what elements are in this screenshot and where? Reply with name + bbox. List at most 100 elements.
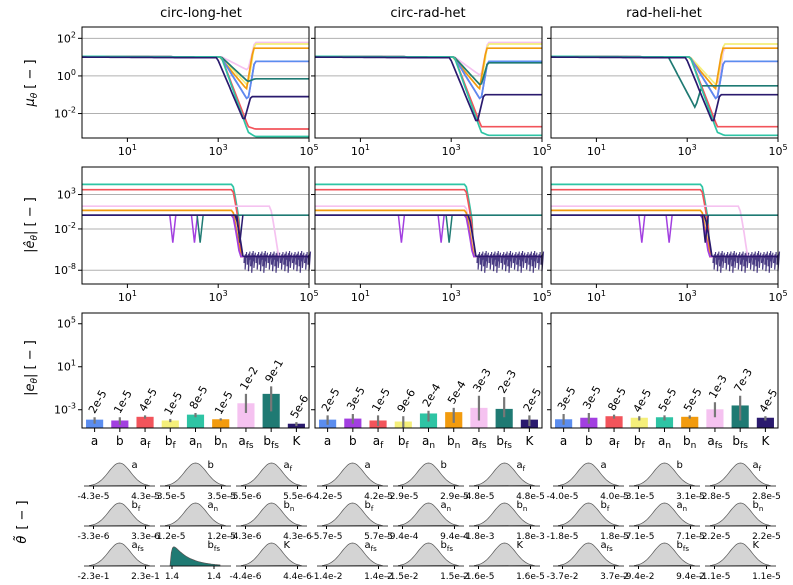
- ehat-2-xtick-label-2: 105: [532, 289, 551, 304]
- density-lo-label-a_fs: -1.4e-2: [310, 572, 342, 582]
- density-lo-label-b_n: -1.8e-3: [462, 532, 494, 542]
- bar-category-label-b: b: [116, 434, 124, 448]
- density-cell-a_n: an -9.4e-4 9.4e-4: [386, 500, 469, 542]
- density-cell-b_f: bf -1.8e-5 1.8e-5: [546, 500, 628, 542]
- density-param-label-K: K: [517, 540, 524, 551]
- density-param-label-b: b: [441, 460, 447, 471]
- density-param-label-b_f: bf: [365, 500, 374, 513]
- ehat-spike-b-0: [397, 215, 406, 243]
- density-lo-label-a: -4.2e-5: [310, 492, 342, 502]
- density-curve-b_fs: [169, 546, 221, 567]
- density-param-label-b_fs: bfs: [677, 540, 690, 553]
- ehat-1-ytick-label-2: 10-8: [54, 262, 76, 277]
- theta-tilde-label: θ̃[ − ]: [14, 500, 30, 543]
- density-hi-label-a_fs: 1.4e-2: [364, 572, 393, 582]
- density-curve-b_fs: [634, 542, 695, 567]
- bar-category-label-b_fs: bfs: [732, 434, 748, 451]
- mu-3-frame: [550, 26, 779, 139]
- density-hi-label-a_f: 5.5e-6: [283, 492, 312, 502]
- density-curve-a: [89, 462, 150, 487]
- density-lo-label-a_f: -4.8e-5: [462, 492, 494, 502]
- bar-a_n: [655, 417, 674, 428]
- density-curve-a: [322, 462, 383, 487]
- density-hi-label-a: 4.2e-5: [364, 492, 393, 502]
- density-lo-label-a: -4.3e-5: [77, 492, 109, 502]
- density-param-label-K: K: [753, 540, 760, 551]
- bar-category-label-b_f: bf: [165, 434, 177, 451]
- density-cell-a_fs: afs -1.4e-2 1.4e-2: [310, 540, 392, 582]
- ehat-spike-K-0: [236, 215, 244, 243]
- bar-category-label-b_f: bf: [634, 434, 646, 451]
- density-hi-label-K: 1.6e-5: [516, 572, 545, 582]
- ehat-line-K: [315, 214, 542, 258]
- density-curve-b_n: [241, 502, 302, 527]
- ehat-spike-b-0: [169, 215, 177, 243]
- density-curve-K: [474, 542, 535, 567]
- bar-b_n: [212, 419, 230, 428]
- ehat-2-frame: [314, 166, 543, 285]
- density-lo-label-b_n: -4.3e-6: [229, 532, 261, 542]
- density-lo-label-K: -1.1e-5: [698, 572, 730, 582]
- density-cell-b_fs: bfs 1.4 1.4: [160, 540, 231, 582]
- density-curve-a_fs: [322, 542, 383, 567]
- mu-theta-row: 102 100 10-2 101 103 105 101 103 105 101 103 105: [54, 26, 788, 158]
- density-hi-label-a: 4.3e-5: [131, 492, 160, 502]
- density-hi-label-b: 3.1e-5: [676, 492, 705, 502]
- density-curve-a_fs: [89, 542, 150, 567]
- density-hi-label-b_f: 3.3e-6: [131, 532, 160, 542]
- ehat-1-ytick-label-1: 10-2: [54, 221, 76, 236]
- density-hi-label-b_fs: 9.4e-2: [676, 572, 705, 582]
- bar-category-label-a: a: [91, 434, 98, 448]
- density-hi-label-b: 2.9e-5: [440, 492, 469, 502]
- density-hi-label-b_n: 1.8e-3: [516, 532, 545, 542]
- density-param-label-b_n: bn: [284, 500, 295, 513]
- density-hi-label-b_fs: 1.4: [207, 572, 222, 582]
- ehat-panel-3: 101 103 105: [547, 166, 788, 304]
- density-cell-a_fs: afs -3.7e-2 3.7e-2: [546, 540, 628, 582]
- density-curve-a_n: [634, 502, 695, 527]
- density-cell-a: a -4.3e-5 4.3e-5: [77, 460, 159, 502]
- density-cell-b_f: bf -3.3e-6 3.3e-6: [77, 500, 160, 542]
- density-param-label-b_f: bf: [601, 500, 610, 513]
- bar-category-label-a: a: [324, 434, 331, 448]
- density-param-label-a_fs: afs: [601, 540, 614, 553]
- density-lo-label-b: -3.1e-5: [622, 492, 654, 502]
- density-cell-a_n: an -7.1e-5 7.1e-5: [622, 500, 704, 542]
- ehat-1-ytick-label-0: 103: [57, 187, 76, 202]
- density-curve-a_fs: [558, 542, 619, 567]
- bar-a_fs: [237, 403, 255, 428]
- bar-b_f: [630, 417, 648, 428]
- density-param-label-a_n: an: [677, 500, 688, 513]
- density-param-label-a_f: af: [753, 460, 762, 473]
- mu-panel-3: 101 103 105: [547, 26, 788, 158]
- column-title-2: circ-rad-het: [390, 6, 465, 21]
- ehat-1-xtick-label-1: 103: [209, 289, 228, 304]
- mu-2-xtick-label-1: 103: [442, 143, 461, 158]
- density-cell-a_n: an -1.2e-5 1.2e-5: [153, 500, 235, 542]
- density-cell-K: K -1.6e-5 1.6e-5: [462, 540, 544, 582]
- ehat-3-frame: [550, 166, 779, 285]
- density-lo-label-b_f: -1.8e-5: [546, 532, 578, 542]
- bar-category-label-a_n: an: [422, 434, 435, 451]
- density-hi-label-a_fs: 2.3e-1: [131, 572, 160, 582]
- ehat-2-xtick-label-1: 103: [442, 289, 461, 304]
- density-param-label-a: a: [132, 460, 138, 471]
- mu-theta-label: μθ[ − ]: [23, 59, 40, 107]
- bar-category-label-a_n: an: [189, 434, 202, 451]
- density-hi-label-K: 1.1e-5: [752, 572, 781, 582]
- ehat-line-a_fs: [82, 205, 309, 258]
- ehat-1-xtick-label-0: 101: [118, 289, 137, 304]
- density-lo-label-b_f: -5.7e-5: [310, 532, 342, 542]
- density-curve-a_f: [241, 462, 302, 487]
- mu-1-ytick-label-2: 10-2: [54, 106, 76, 121]
- ehat-panel-1: 103 10-2 10-8 101 103 105: [54, 166, 319, 304]
- mu-panel-bg: [551, 27, 778, 138]
- density-cell-b: b -3.1e-5 3.1e-5: [622, 460, 704, 502]
- bar-category-label-a: a: [560, 434, 567, 448]
- bar-category-label-b_fs: bfs: [496, 434, 512, 451]
- density-lo-label-a_f: -2.8e-5: [698, 492, 730, 502]
- ehat-line-a_fs: [551, 205, 778, 258]
- bar-2-frame: [314, 312, 543, 429]
